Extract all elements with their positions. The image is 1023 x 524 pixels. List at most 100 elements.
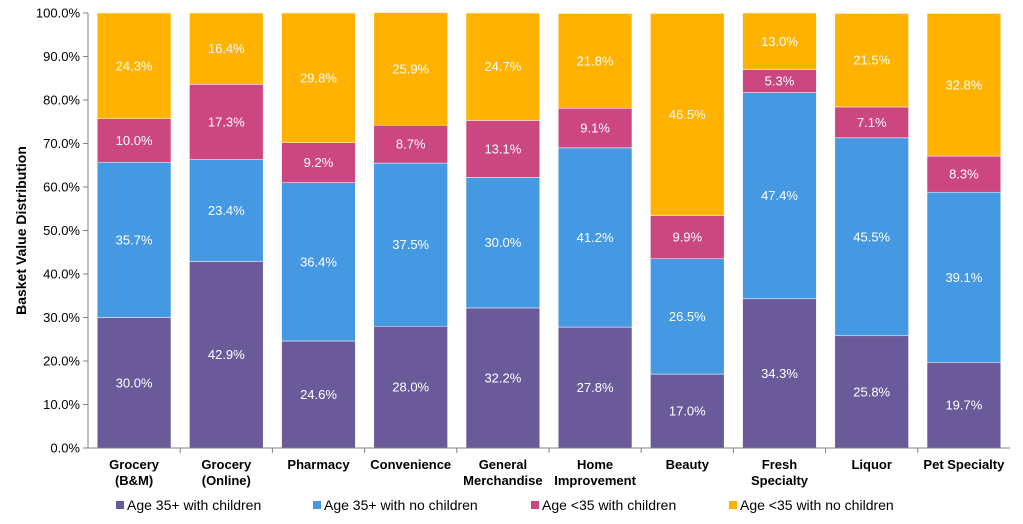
data-label: 21.8% xyxy=(577,53,614,68)
data-label: 17.3% xyxy=(208,114,245,129)
y-tick-label: 60.0% xyxy=(43,180,80,195)
data-label: 34.3% xyxy=(761,366,798,381)
data-label: 8.3% xyxy=(949,167,979,182)
y-axis-title: Basket Value Distribution xyxy=(13,146,29,315)
data-label: 9.2% xyxy=(304,155,334,170)
x-category-label: Liquor xyxy=(851,457,891,472)
data-label: 17.0% xyxy=(669,404,706,419)
bar-segment xyxy=(650,258,725,375)
x-category-label-line: Pet Specialty xyxy=(923,457,1005,472)
data-label: 27.8% xyxy=(577,380,614,395)
y-tick-label: 50.0% xyxy=(43,223,80,238)
y-tick-label: 10.0% xyxy=(43,397,80,412)
bar-group: 19.7% 39.1% 8.3% 32.8% xyxy=(926,13,1002,449)
x-category-label-line: Beauty xyxy=(666,457,710,472)
y-tick-label: 90.0% xyxy=(43,49,80,64)
bar-segment xyxy=(281,182,356,342)
data-label: 9.1% xyxy=(580,121,610,136)
x-category-label: Grocery (B&M) xyxy=(109,457,160,488)
x-axis: Grocery (B&M)Grocery (Online)Pharmacy Conve… xyxy=(88,447,1010,488)
data-label: 9.9% xyxy=(672,230,702,245)
x-category-label-line: Grocery xyxy=(109,457,160,472)
bar-group: 42.9% 23.4% 17.3% 16.4% xyxy=(189,12,264,449)
bar-segment xyxy=(281,142,356,183)
bar-segment xyxy=(650,215,725,260)
legend-swatch xyxy=(313,501,321,509)
legend-item: Age <35 with children xyxy=(531,497,676,513)
data-label: 24.3% xyxy=(116,58,153,73)
bar-segment xyxy=(465,177,541,309)
y-tick-label: 30.0% xyxy=(43,310,80,325)
bars: 30.0% 35.7% 10.0% 24.3% 42.9% 23.4% 17.3% 16.4%… xyxy=(96,12,1002,449)
legend-swatch xyxy=(729,501,737,509)
data-label: 32.2% xyxy=(484,370,521,385)
legend-swatch xyxy=(116,501,124,509)
y-tick-label: 70.0% xyxy=(43,136,80,151)
data-label: 19.7% xyxy=(945,398,982,413)
bar-segment xyxy=(373,12,448,126)
data-label: 29.8% xyxy=(300,70,337,85)
bar-segment xyxy=(189,159,264,262)
bar-group: 34.3% 47.4% 5.3% 13.0% xyxy=(742,12,817,449)
bar-segment xyxy=(557,147,633,328)
data-label: 41.2% xyxy=(577,230,614,245)
bar-group: 28.0% 37.5% 8.7% 25.9% xyxy=(373,12,448,449)
x-category-label-line: Pharmacy xyxy=(287,457,350,472)
legend-item: Age <35 with no children xyxy=(729,497,894,513)
data-label: 30.0% xyxy=(116,375,153,390)
bar-segment xyxy=(834,335,909,449)
data-label: 13.1% xyxy=(484,141,521,156)
x-category-label-line: Convenience xyxy=(370,457,451,472)
bar-segment xyxy=(650,13,725,216)
data-label: 8.7% xyxy=(396,137,426,152)
bar-segment xyxy=(373,325,448,449)
x-category-label: Pharmacy xyxy=(287,457,350,472)
bar-segment xyxy=(742,92,817,300)
data-label: 47.4% xyxy=(761,188,798,203)
bar-segment xyxy=(96,12,172,119)
data-label: 37.5% xyxy=(392,237,429,252)
bar-group: 32.2% 30.0% 13.1% 24.7% xyxy=(465,12,541,449)
bar-group: 25.8% 45.5% 7.1% 21.5% xyxy=(834,13,909,449)
legend-label: Age 35+ with no children xyxy=(324,497,478,513)
legend-label: Age <35 with no children xyxy=(740,497,894,513)
legend-label: Age 35+ with children xyxy=(127,497,261,513)
x-category-label: Beauty xyxy=(666,457,710,472)
y-tick-label: 100.0% xyxy=(36,6,81,21)
legend: Age 35+ with children Age 35+ with no chi… xyxy=(116,497,894,513)
bar-segment xyxy=(926,191,1002,363)
legend-item: Age 35+ with children xyxy=(116,497,261,513)
bar-segment xyxy=(189,84,264,160)
y-tick-label: 80.0% xyxy=(43,93,80,108)
bar-segment xyxy=(373,162,448,327)
bar-segment xyxy=(834,137,909,337)
bar-segment xyxy=(834,13,909,108)
x-category-label-line: Grocery xyxy=(201,457,252,472)
data-label: 28.0% xyxy=(392,380,429,395)
bar-segment xyxy=(742,298,817,449)
x-category-label: Pet Specialty xyxy=(923,457,1005,472)
bar-segment xyxy=(189,261,264,449)
data-label: 21.5% xyxy=(853,53,890,68)
bar-segment xyxy=(189,12,264,85)
data-label: 46.5% xyxy=(669,107,706,122)
data-label: 7.1% xyxy=(857,115,887,130)
data-label: 25.8% xyxy=(853,384,890,399)
x-category-label-line: Liquor xyxy=(851,457,891,472)
bar-segment xyxy=(926,13,1002,157)
bar-group: 27.8% 41.2% 9.1% 21.8% xyxy=(557,13,633,449)
x-category-label-line: Specialty xyxy=(751,473,809,488)
data-label: 23.4% xyxy=(208,203,245,218)
x-category-label-line: General xyxy=(479,457,527,472)
data-label: 25.9% xyxy=(392,61,429,76)
bar-group: 24.6% 36.4% 9.2% 29.8% xyxy=(281,12,356,449)
bar-segment xyxy=(926,155,1002,193)
bar-segment xyxy=(96,317,172,449)
bar-segment xyxy=(96,161,172,318)
data-label: 24.6% xyxy=(300,387,337,402)
x-category-label-line: Merchandise xyxy=(463,473,542,488)
legend-item: Age 35+ with no children xyxy=(313,497,478,513)
data-label: 42.9% xyxy=(208,347,245,362)
data-label: 35.7% xyxy=(116,232,153,247)
